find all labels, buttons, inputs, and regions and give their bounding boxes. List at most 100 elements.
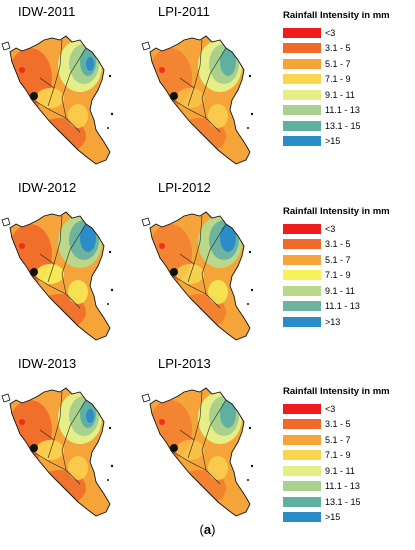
legend-item: 11.1 - 13	[283, 103, 413, 119]
legend-swatch	[283, 450, 321, 461]
island	[108, 426, 112, 430]
rainfall-map-idw-2012	[1, 211, 114, 341]
map-title: IDW-2012	[18, 180, 77, 195]
legend-swatch	[283, 270, 321, 281]
island	[170, 92, 178, 100]
island	[250, 288, 254, 292]
legend-item: 13.1 - 15	[283, 118, 413, 134]
island	[1, 217, 11, 227]
legend-label: 7.1 - 9	[325, 270, 351, 281]
state-border	[201, 399, 227, 471]
legend-item: 3.1 - 5	[283, 41, 413, 57]
caption-close: )	[211, 522, 216, 537]
legend-label: 11.1 - 13	[325, 481, 360, 492]
legend-label: 7.1 - 9	[325, 74, 351, 85]
legend-item: 7.1 - 9	[283, 268, 413, 284]
map-panel-lpi-2012: LPI-2012	[140, 180, 268, 345]
legend-label: 3.1 - 5	[325, 419, 351, 430]
island	[248, 426, 252, 430]
state-border	[187, 215, 203, 283]
legend-label: 13.1 - 15	[325, 496, 361, 507]
legend-label: >15	[325, 136, 341, 147]
rainfall-map-lpi-2011	[141, 35, 254, 165]
legend-item: <3	[283, 221, 413, 237]
island	[107, 479, 109, 481]
legend-title: Rainfall Intensity in mm	[283, 386, 390, 397]
legend-label: 9.1 - 11	[325, 89, 355, 100]
map-fill	[10, 36, 110, 164]
state-border	[179, 253, 195, 265]
legend-label: <3	[325, 223, 336, 234]
legend-2013: Rainfall Intensity in mm <3 3.1 - 5 5.1 - …	[283, 386, 413, 525]
legend-label: >15	[325, 512, 341, 523]
legend-swatch	[283, 419, 321, 430]
rainfall-map-idw-2011	[1, 35, 114, 165]
legend-label: 9.1 - 11	[325, 465, 355, 476]
island	[30, 444, 38, 452]
state-border	[169, 449, 221, 485]
state-border	[61, 399, 87, 471]
state-border	[39, 429, 55, 441]
legend-label: 5.1 - 7	[325, 434, 351, 445]
legend-swatch	[283, 465, 321, 476]
legend-label: 13.1 - 15	[325, 120, 361, 131]
legend-swatch	[283, 512, 321, 523]
legend-item: >15	[283, 134, 413, 150]
rainfall-map-lpi-2013	[141, 387, 254, 517]
figure-row-2013: IDW-2013 LPI-2013 Rainfall Intensity in …	[0, 352, 415, 530]
legend-label: 5.1 - 7	[325, 58, 351, 69]
legend-item: 11.1 - 13	[283, 479, 413, 495]
legend-item: 5.1 - 7	[283, 56, 413, 72]
legend-item: <3	[283, 401, 413, 417]
state-border	[47, 391, 63, 459]
legend-item: 7.1 - 9	[283, 448, 413, 464]
state-border	[29, 449, 81, 485]
legend-item: 9.1 - 11	[283, 87, 413, 103]
legend-item: 5.1 - 7	[283, 432, 413, 448]
legend-item: >13	[283, 314, 413, 330]
map-panel-idw-2011: IDW-2011	[0, 4, 128, 169]
state-border	[169, 97, 221, 133]
legend-label: 3.1 - 5	[325, 43, 351, 54]
legend-item: 5.1 - 7	[283, 252, 413, 268]
legend-label: 5.1 - 7	[325, 254, 351, 265]
map-panel-idw-2013: IDW-2013	[0, 356, 128, 521]
island	[247, 127, 249, 129]
legend-swatch	[283, 43, 321, 54]
island	[108, 74, 112, 78]
legend-item: 3.1 - 5	[283, 237, 413, 253]
island	[30, 268, 38, 276]
legend-item: 13.1 - 15	[283, 494, 413, 510]
map-fill	[150, 388, 250, 516]
map-panel-lpi-2011: LPI-2011	[140, 4, 268, 169]
state-border	[179, 77, 195, 89]
island	[107, 303, 109, 305]
coastline	[149, 35, 251, 165]
legend-label: 3.1 - 5	[325, 239, 351, 250]
legend-label: <3	[325, 27, 336, 38]
legend-label: 11.1 - 13	[325, 105, 360, 116]
state-border	[47, 215, 63, 283]
legend-label: 9.1 - 11	[325, 285, 355, 296]
island	[248, 74, 252, 78]
legend-2011: Rainfall Intensity in mm <3 3.1 - 5 5.1 - …	[283, 10, 413, 149]
state-border	[47, 39, 63, 107]
legend-item: >15	[283, 510, 413, 526]
legend-item: 7.1 - 9	[283, 72, 413, 88]
island	[247, 479, 249, 481]
legend-swatch	[283, 496, 321, 507]
map-title: LPI-2013	[158, 356, 211, 371]
state-border	[39, 253, 55, 265]
map-title: LPI-2011	[158, 4, 210, 19]
state-border	[39, 77, 55, 89]
rainfall-map-lpi-2012	[141, 211, 254, 341]
island	[250, 112, 254, 116]
island	[1, 393, 11, 403]
coastline	[149, 211, 251, 341]
coastline	[9, 35, 111, 165]
legend-swatch	[283, 223, 321, 234]
state-border	[61, 47, 87, 119]
legend-item: <3	[283, 25, 413, 41]
figure-caption: (a)	[0, 522, 415, 537]
map-fill	[10, 212, 110, 340]
